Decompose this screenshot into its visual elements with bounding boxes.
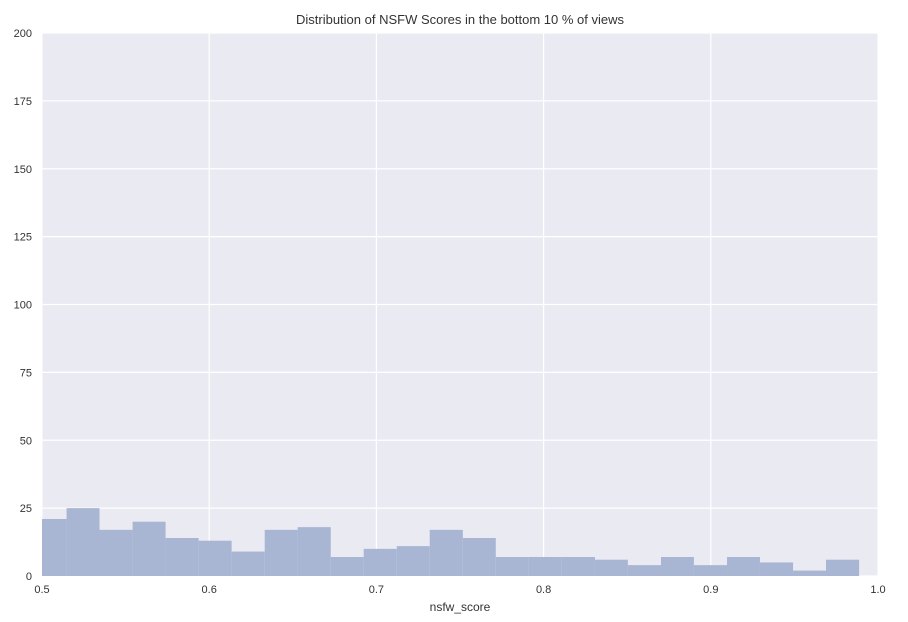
y-tick-label: 75: [20, 367, 32, 379]
histogram-bar: [727, 556, 760, 576]
tick-labels: 0 25 50 75 100 125 150 175 200 0.5 0.6 0.7 0.8 0.9 1.0: [14, 28, 886, 596]
histogram-bar: [826, 559, 860, 576]
histogram-bar: [396, 546, 430, 576]
x-tick-label: 0.8: [536, 584, 551, 596]
y-tick-label: 200: [14, 28, 32, 40]
y-tick-label: 100: [14, 300, 32, 312]
histogram-bar: [462, 537, 496, 576]
x-axis-label: nsfw_score: [430, 600, 491, 614]
histogram-bar: [495, 556, 529, 576]
histogram-bar: [231, 551, 265, 576]
x-tick-label: 1.0: [870, 584, 885, 596]
histogram-bar: [627, 565, 661, 576]
histogram-bar: [264, 529, 298, 576]
histogram-bar: [693, 565, 728, 576]
histogram-bar: [42, 518, 67, 576]
histogram-bar: [198, 540, 232, 576]
histogram-bar: [759, 562, 794, 576]
histogram-bars: [42, 508, 860, 576]
grid-lines: [41, 32, 879, 577]
histogram-bar: [528, 556, 562, 576]
y-tick-label: 125: [14, 232, 32, 244]
histogram-bar: [297, 527, 331, 576]
histogram-bar: [165, 537, 199, 576]
y-tick-label: 0: [26, 571, 32, 583]
histogram-bar: [561, 556, 595, 576]
y-tick-label: 150: [14, 164, 32, 176]
x-tick-label: 0.6: [202, 584, 217, 596]
histogram-bar: [99, 529, 133, 576]
y-tick-label: 175: [14, 96, 32, 108]
histogram-bar: [132, 521, 166, 576]
histogram-bar: [330, 556, 364, 576]
histogram-bar: [660, 556, 694, 576]
histogram-bar: [363, 548, 397, 576]
histogram-bar: [594, 559, 628, 576]
histogram-bar: [429, 529, 463, 576]
y-tick-label: 50: [20, 435, 32, 447]
x-tick-label: 0.9: [703, 584, 718, 596]
chart-title: Distribution of NSFW Scores in the botto…: [296, 12, 625, 27]
x-tick-label: 0.7: [369, 584, 384, 596]
histogram-bar: [793, 570, 827, 576]
histogram-bar: [66, 508, 100, 576]
y-tick-label: 25: [20, 503, 32, 515]
x-tick-label: 0.5: [34, 584, 49, 596]
